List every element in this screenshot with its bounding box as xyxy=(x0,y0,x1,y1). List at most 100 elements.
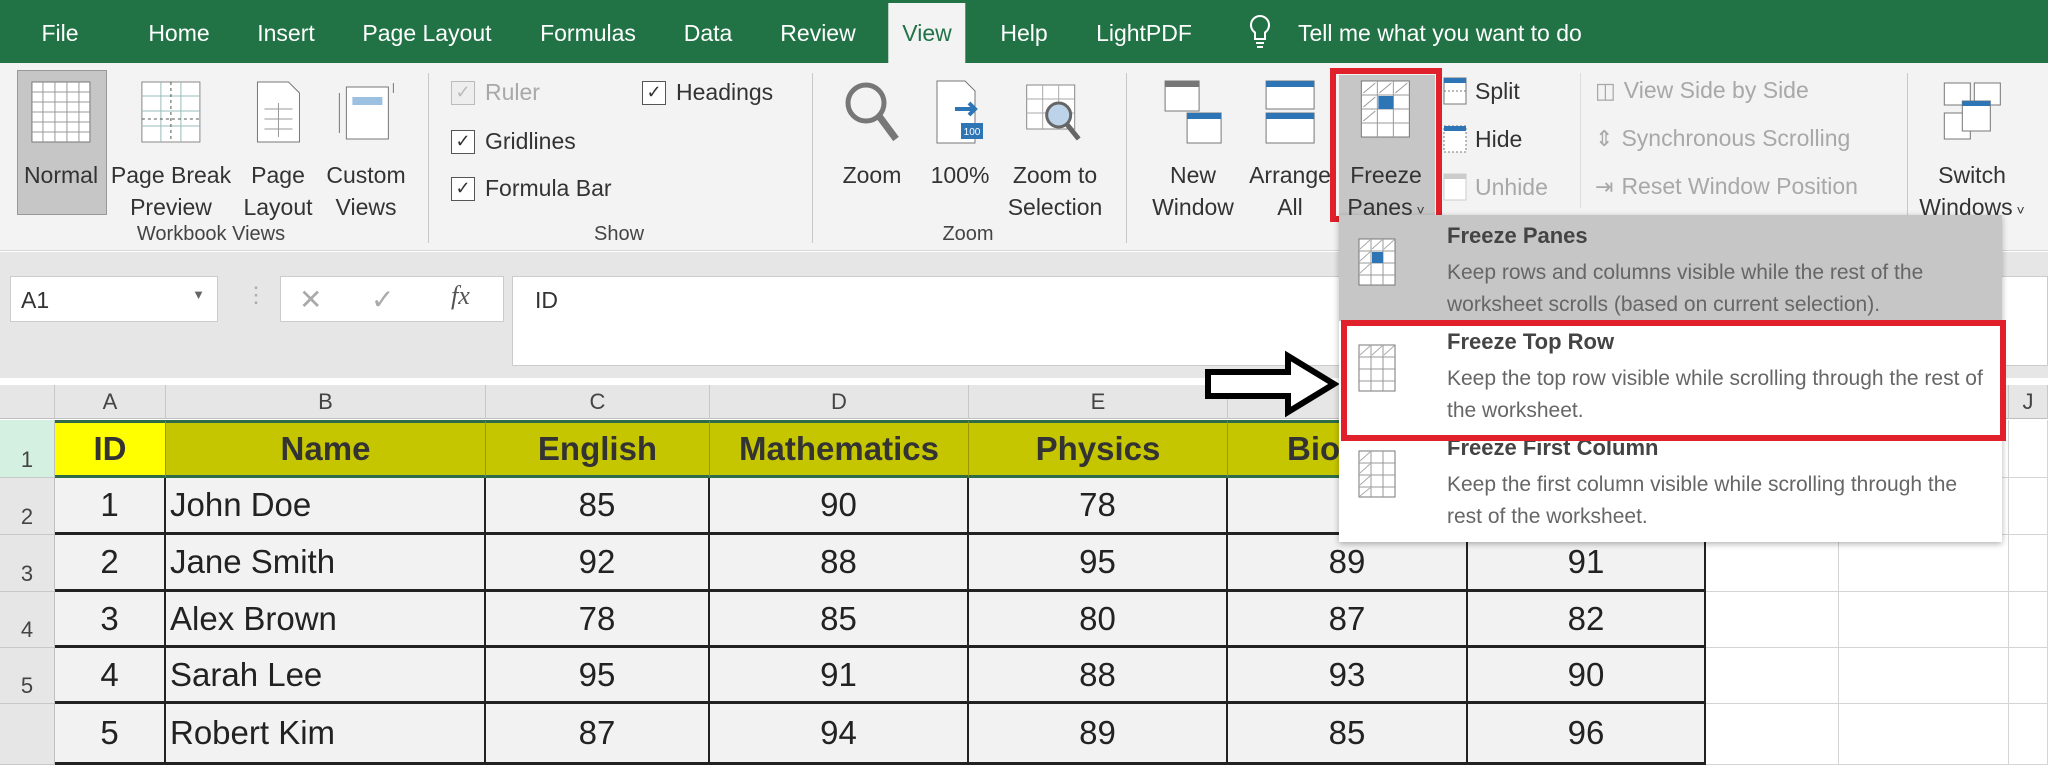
empty-cell[interactable] xyxy=(2009,592,2048,648)
zoom-100-button[interactable]: 100 100% xyxy=(929,71,991,191)
table-cell[interactable]: Alex Brown xyxy=(166,592,486,648)
tab-formulas[interactable]: Formulas xyxy=(540,20,636,46)
table-header-cell[interactable]: Mathematics xyxy=(710,420,969,478)
empty-cell[interactable] xyxy=(1839,592,2009,648)
custom-views-button[interactable]: Custom Views xyxy=(326,71,406,223)
row-header-3[interactable]: 3 xyxy=(0,535,55,592)
column-header-e[interactable]: E xyxy=(969,385,1228,419)
table-cell[interactable]: 91 xyxy=(710,648,969,704)
column-header-b[interactable]: B xyxy=(166,385,486,419)
column-header-d[interactable]: D xyxy=(710,385,969,419)
select-all-corner[interactable] xyxy=(0,385,55,419)
table-cell[interactable]: 95 xyxy=(969,535,1228,592)
tab-insert[interactable]: Insert xyxy=(257,20,315,46)
table-cell[interactable]: 85 xyxy=(1228,704,1468,765)
switch-windows-button[interactable]: Switch Windows ˅ xyxy=(1919,71,2025,226)
split-button[interactable]: Split xyxy=(1443,77,1520,105)
tab-data[interactable]: Data xyxy=(683,20,733,46)
table-cell[interactable]: 78 xyxy=(969,478,1228,535)
table-cell[interactable]: 88 xyxy=(710,535,969,592)
table-cell[interactable]: 87 xyxy=(1228,592,1468,648)
menu-item-freeze-panes[interactable]: Freeze Panes Keep rows and columns visib… xyxy=(1339,215,2002,321)
table-cell[interactable]: 80 xyxy=(969,592,1228,648)
table-cell[interactable]: Sarah Lee xyxy=(166,648,486,704)
tab-view[interactable]: View xyxy=(888,3,966,63)
empty-cell[interactable] xyxy=(2009,420,2048,478)
table-cell[interactable]: 2 xyxy=(55,535,166,592)
column-header-c[interactable]: C xyxy=(486,385,710,419)
row-header-5[interactable]: 5 xyxy=(0,648,55,704)
cancel-x-icon[interactable]: ✕ xyxy=(299,284,323,315)
zoom-to-selection-button[interactable]: Zoom to Selection xyxy=(1008,71,1102,223)
unhide-button[interactable]: Unhide xyxy=(1443,173,1548,201)
empty-cell[interactable] xyxy=(1839,648,2009,704)
table-cell[interactable]: John Doe xyxy=(166,478,486,535)
normal-view-button[interactable]: Normal xyxy=(24,71,98,191)
table-header-cell[interactable]: ID xyxy=(55,420,166,478)
zoom-button[interactable]: Zoom xyxy=(841,71,903,191)
column-header-a[interactable]: A xyxy=(55,385,166,419)
empty-cell[interactable] xyxy=(2009,704,2048,765)
ruler-checkbox[interactable]: ✓ Ruler xyxy=(451,79,540,106)
table-cell[interactable]: 90 xyxy=(1468,648,1706,704)
empty-cell[interactable] xyxy=(1706,648,1839,704)
empty-cell[interactable] xyxy=(2009,535,2048,592)
empty-cell[interactable] xyxy=(1839,535,2009,592)
table-cell[interactable]: 3 xyxy=(55,592,166,648)
table-cell[interactable]: 96 xyxy=(1468,704,1706,765)
table-cell[interactable]: 94 xyxy=(710,704,969,765)
page-layout-view-button[interactable]: Page Layout xyxy=(243,71,313,223)
table-cell[interactable]: 89 xyxy=(1228,535,1468,592)
tab-home[interactable]: Home xyxy=(148,20,210,46)
table-header-cell[interactable]: Name xyxy=(166,420,486,478)
view-side-by-side-button[interactable]: ◫ View Side by Side xyxy=(1595,77,1809,104)
synchronous-scrolling-button[interactable]: ⇕ Synchronous Scrolling xyxy=(1595,125,1850,152)
tab-lightpdf[interactable]: LightPDF xyxy=(1096,20,1192,46)
tab-page-layout[interactable]: Page Layout xyxy=(362,20,492,46)
column-header-j[interactable]: J xyxy=(2009,385,2048,419)
enter-check-icon[interactable]: ✓ xyxy=(371,284,395,315)
formula-bar-checkbox[interactable]: ✓ Formula Bar xyxy=(451,175,612,202)
empty-cell[interactable] xyxy=(1839,704,2009,765)
table-cell[interactable]: Robert Kim xyxy=(166,704,486,765)
table-cell[interactable]: 78 xyxy=(486,592,710,648)
menu-item-freeze-first-column[interactable]: Freeze First Column Keep the first colum… xyxy=(1339,427,2002,533)
drag-handle-icon[interactable]: ⋮ xyxy=(245,282,267,307)
empty-cell[interactable] xyxy=(1706,704,1839,765)
table-cell[interactable]: 82 xyxy=(1468,592,1706,648)
table-cell[interactable]: 85 xyxy=(710,592,969,648)
table-cell[interactable]: 5 xyxy=(55,704,166,765)
table-header-cell[interactable]: English xyxy=(486,420,710,478)
reset-window-position-button[interactable]: ⇥ Reset Window Position xyxy=(1595,173,1858,200)
headings-checkbox[interactable]: ✓ Headings xyxy=(642,79,773,106)
table-cell[interactable]: 89 xyxy=(969,704,1228,765)
arrange-all-button[interactable]: Arrange All xyxy=(1249,71,1331,223)
table-cell[interactable]: 85 xyxy=(486,478,710,535)
table-cell[interactable]: 91 xyxy=(1468,535,1706,592)
empty-cell[interactable] xyxy=(2009,478,2048,535)
name-box[interactable]: A1 ▼ xyxy=(10,276,218,322)
table-cell[interactable]: 92 xyxy=(486,535,710,592)
table-cell[interactable]: 4 xyxy=(55,648,166,704)
row-header-4[interactable]: 4 xyxy=(0,592,55,648)
row-header-6[interactable] xyxy=(0,704,55,765)
page-break-preview-button[interactable]: Page Break Preview xyxy=(111,71,231,223)
table-cell[interactable]: 88 xyxy=(969,648,1228,704)
menu-item-freeze-top-row[interactable]: Freeze Top Row Keep the top row visible … xyxy=(1339,321,2002,427)
table-cell[interactable]: 93 xyxy=(1228,648,1468,704)
row-header-2[interactable]: 2 xyxy=(0,478,55,535)
tab-help[interactable]: Help xyxy=(1000,20,1048,46)
empty-cell[interactable] xyxy=(1706,592,1839,648)
empty-cell[interactable] xyxy=(2009,648,2048,704)
tab-file[interactable]: File xyxy=(41,20,79,46)
row-header-1[interactable]: 1 xyxy=(0,420,55,478)
new-window-button[interactable]: New Window xyxy=(1152,71,1234,223)
insert-function-icon[interactable]: fx xyxy=(451,281,470,310)
tab-review[interactable]: Review xyxy=(780,20,856,46)
gridlines-checkbox[interactable]: ✓ Gridlines xyxy=(451,128,576,155)
table-cell[interactable]: 95 xyxy=(486,648,710,704)
table-header-cell[interactable]: Physics xyxy=(969,420,1228,478)
hide-button[interactable]: Hide xyxy=(1443,125,1522,153)
table-cell[interactable]: 1 xyxy=(55,478,166,535)
table-cell[interactable]: 90 xyxy=(710,478,969,535)
